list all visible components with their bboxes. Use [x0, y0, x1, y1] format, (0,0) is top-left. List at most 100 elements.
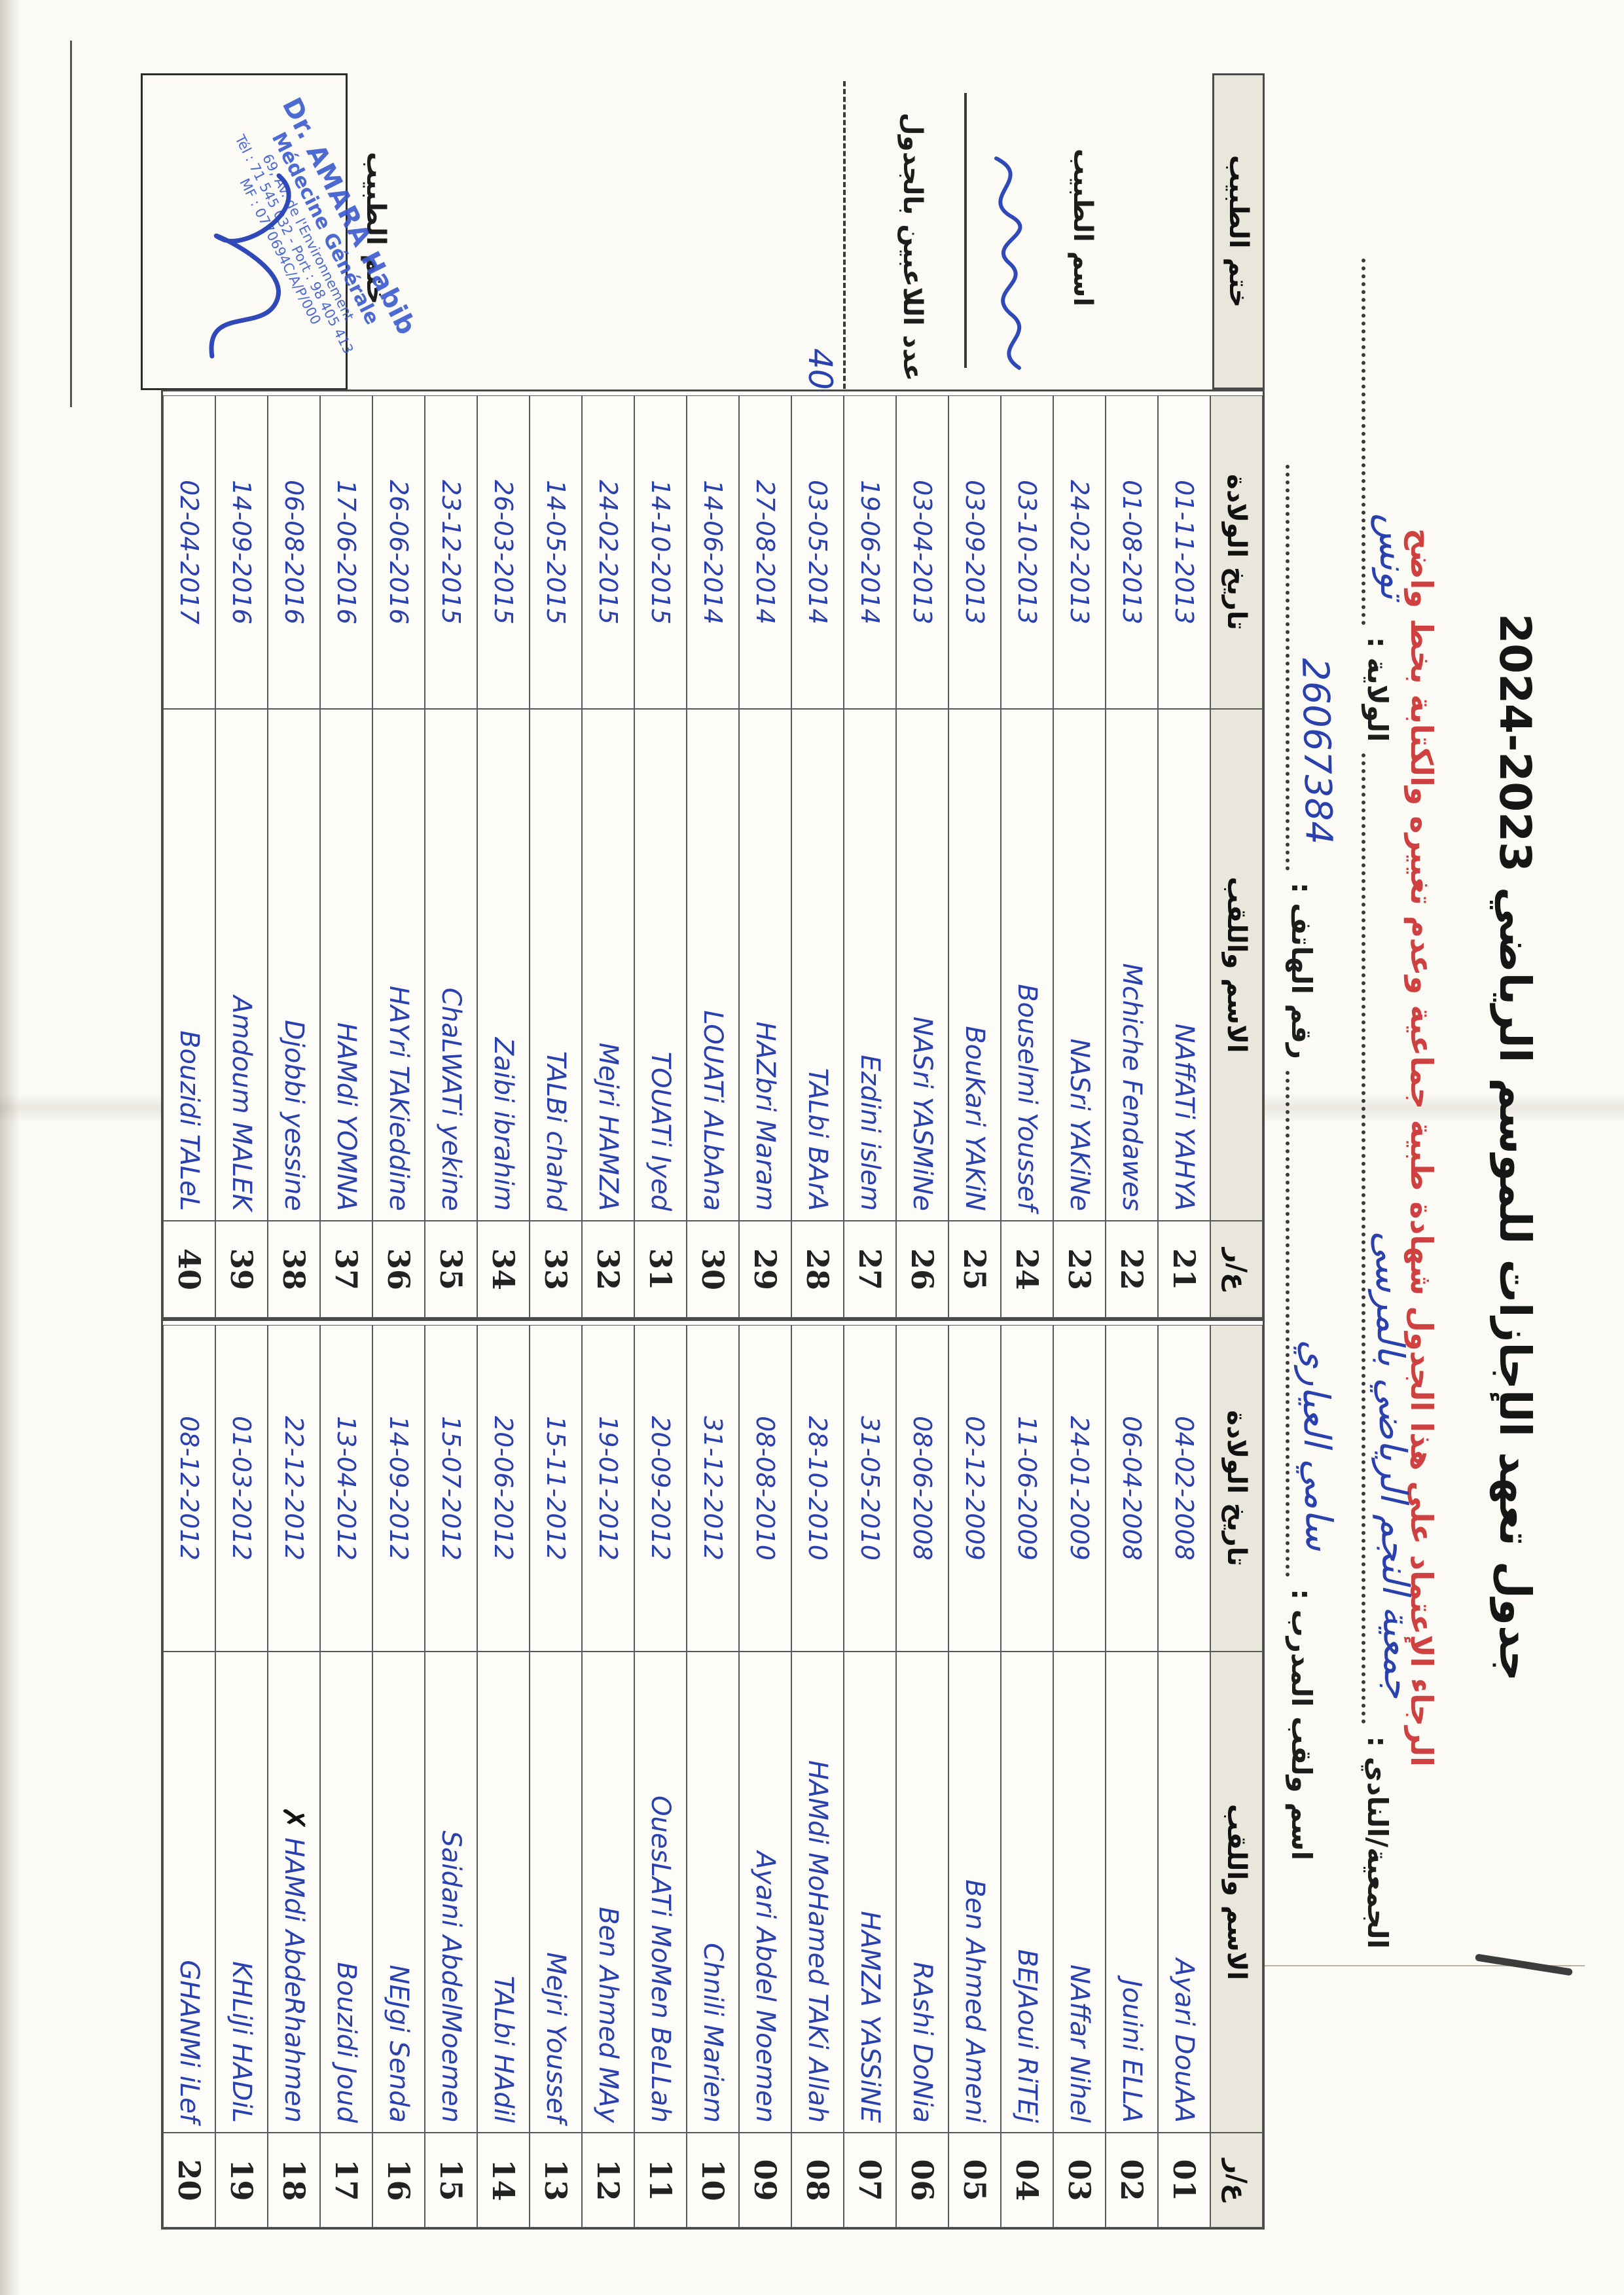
player-name-cell: NAffATi YAHYA [1158, 709, 1210, 1221]
player-name-handwriting: Djobbi yessine [279, 1019, 309, 1211]
player-num-cell: 38 [268, 1221, 320, 1318]
player-name-cell: Amdoum MALEK [215, 709, 268, 1221]
player-num-cell: 37 [320, 1221, 372, 1318]
player-num-cell: 05 [948, 2133, 1001, 2228]
player-dob-cell: 14-05-2015 [530, 395, 582, 709]
player-name-cell: Ben Ahmed Ameni [948, 1652, 1001, 2133]
player-num-cell: 04 [1001, 2133, 1053, 2228]
player-dob-cell: 06-04-2008 [1106, 1325, 1158, 1652]
phone-label: رقم الهاتف : [1286, 882, 1318, 1060]
player-name-cell: TALBi chahd [530, 709, 582, 1221]
player-num-cell: 03 [1053, 2133, 1106, 2228]
player-name-handwriting: Mejri Youssef [541, 1952, 571, 2123]
player-num-cell: 34 [477, 1221, 530, 1318]
players-count-handwritten-value: 40 [801, 348, 839, 390]
player-num-cell: 16 [372, 2133, 425, 2228]
player-name-cell: HAMdi AbdeRhahmen ✗ [268, 1652, 320, 2133]
doctor-stamp-signature-squiggle [209, 173, 291, 359]
player-name-handwriting: Bouzidi TALeL [174, 1030, 204, 1211]
player-num-cell: 11 [634, 2133, 687, 2228]
player-name-cell: TALbi HAdil [477, 1652, 530, 2133]
player-name-handwriting: Mchiche Fendawes [1117, 963, 1147, 1211]
player-dob-cell: 01-08-2013 [1106, 395, 1158, 709]
player-num-cell: 07 [844, 2133, 896, 2228]
player-dob-cell: 08-12-2012 [163, 1325, 215, 1652]
doctor-signature-squiggle [994, 156, 1022, 370]
player-name-handwriting: TOUATi Iyed [645, 1051, 676, 1211]
player-name-handwriting: Ayari Abdel Moemen [750, 1851, 780, 2123]
coach-label: اسم ولقب المدرب : [1286, 1589, 1318, 1860]
player-num-cell: 01 [1158, 2133, 1210, 2228]
player-dob-cell: 02-12-2009 [948, 1325, 1001, 1652]
player-name-cell: Ezdini islem [844, 709, 896, 1221]
player-num-cell: 22 [1106, 1221, 1158, 1318]
player-name-cell: ChaLWATi yekine [425, 709, 477, 1221]
player-name-cell: NAffar Nihel [1053, 1652, 1106, 2133]
phone-dotted-line: 26067384 [1286, 465, 1340, 871]
player-num-cell: 17 [320, 2133, 372, 2228]
player-name-cell: BEJAoui RiTEj [1001, 1652, 1053, 2133]
player-name-handwriting: GHANMi iLef [174, 1960, 204, 2123]
player-dob-cell: 17-06-2016 [320, 395, 372, 709]
wilaya-label: الولاية : [1362, 637, 1394, 742]
player-num-cell: 32 [582, 1221, 634, 1318]
player-name-handwriting: Jouini ELLA [1117, 1979, 1147, 2123]
crossed-out-mark: ✗ [276, 1805, 312, 1832]
doctor-panel-header: ختم الطبيب [1212, 73, 1265, 389]
player-dob-cell: 14-09-2012 [372, 1325, 425, 1652]
player-name-cell: TALbi BArA [791, 709, 844, 1221]
player-dob-cell: 19-01-2012 [582, 1325, 634, 1652]
player-dob-cell: 03-04-2013 [896, 395, 948, 709]
player-name-cell: NASri YAKiNe [1053, 709, 1106, 1221]
player-num-cell: 18 [268, 2133, 320, 2228]
association-label: الجمعية/النادي : [1362, 1736, 1394, 1949]
player-dob-cell: 02-04-2017 [163, 395, 215, 709]
player-name-cell: Jouini ELLA [1106, 1652, 1158, 2133]
player-dob-cell: 03-05-2014 [791, 395, 844, 709]
doctor-name-line [964, 93, 967, 368]
player-name-handwriting: Bouselmi Youssef [1012, 984, 1042, 1211]
player-name-handwriting: Chnili Mariem [698, 1943, 728, 2123]
player-dob-cell: 26-06-2016 [372, 395, 425, 709]
wilaya-handwritten-value: تونس [1370, 512, 1415, 600]
player-name-handwriting: NASri YASMiNe [907, 1016, 937, 1211]
doctor-panel-bottom-line [70, 41, 72, 407]
player-dob-cell: 03-09-2013 [948, 395, 1001, 709]
players-count-line [843, 81, 846, 389]
player-num-cell: 13 [530, 2133, 582, 2228]
player-name-handwriting: Mejri HAMZA [593, 1042, 623, 1211]
player-num-cell: 12 [582, 2133, 634, 2228]
association-dotted-line: جمعية النجم الرياضي بالمرسى [1362, 753, 1418, 1725]
player-name-cell: Bouselmi Youssef [1001, 709, 1053, 1221]
player-dob-cell: 04-02-2008 [1158, 1325, 1210, 1652]
player-num-cell: 09 [739, 2133, 791, 2228]
player-name-handwriting: HAMZA YASSiNE [855, 1911, 885, 2123]
player-name-handwriting: TALbi HAdil [488, 1976, 518, 2123]
player-name-cell: HAYri TAKieddine [372, 709, 425, 1221]
form-line-association: الجمعية/النادي : جمعية النجم الرياضي بال… [1362, 252, 1418, 1954]
player-name-cell: Mchiche Fendawes [1106, 709, 1158, 1221]
player-name-handwriting: BEJAoui RiTEj [1012, 1949, 1042, 2123]
player-name-handwriting: Ayari DouAA [1169, 1958, 1199, 2123]
player-dob-cell: 27-08-2014 [739, 395, 791, 709]
players-table-01-20: ع/ر الاسم واللقب تاريخ الولادة 01 Ayari DouA… [161, 1319, 1265, 2230]
player-num-cell: 30 [687, 1221, 739, 1318]
player-dob-cell: 01-03-2012 [215, 1325, 268, 1652]
player-dob-cell: 06-08-2016 [268, 395, 320, 709]
header-num-cell: ع/ر [1210, 1221, 1263, 1318]
player-dob-cell: 23-12-2015 [425, 395, 477, 709]
player-name-handwriting: HAZbri Maram [750, 1021, 780, 1211]
player-name-cell: Mejri Youssef [530, 1652, 582, 2133]
player-name-cell: Ben Ahmed MAy [582, 1652, 634, 2133]
player-name-handwriting: NAffATi YAHYA [1169, 1023, 1199, 1211]
player-name-cell: HAZbri Maram [739, 709, 791, 1221]
player-num-cell: 27 [844, 1221, 896, 1318]
player-dob-cell: 03-10-2013 [1001, 395, 1053, 709]
player-dob-cell: 14-06-2014 [687, 395, 739, 709]
player-num-cell: 19 [215, 2133, 268, 2228]
player-dob-cell: 19-06-2014 [844, 395, 896, 709]
player-num-cell: 39 [215, 1221, 268, 1318]
player-num-cell: 40 [163, 1221, 215, 1318]
